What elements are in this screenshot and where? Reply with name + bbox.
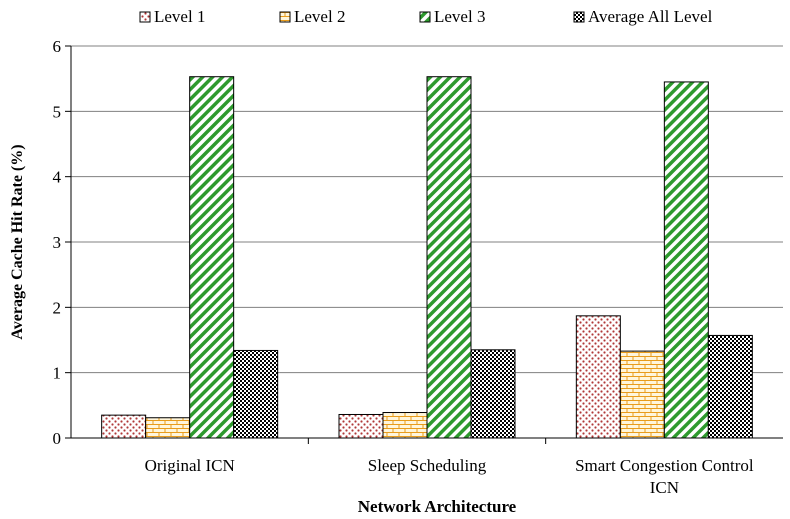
x-tick-label: Smart Congestion Control — [575, 456, 754, 475]
x-tick-label: ICN — [650, 478, 679, 497]
bar-level-2 — [145, 417, 191, 439]
legend-label: Level 1 — [154, 7, 205, 26]
bars — [101, 76, 753, 439]
legend-swatch — [279, 11, 291, 23]
x-axis-label: Network Architecture — [358, 497, 517, 516]
x-tick-label: Sleep Scheduling — [368, 456, 487, 475]
y-tick-label: 5 — [53, 102, 62, 121]
y-tick-label: 6 — [53, 37, 62, 56]
bar-level-1 — [338, 413, 384, 439]
bar-average-all-level — [470, 349, 516, 439]
y-axis-label: Average Cache Hit Rate (%) — [9, 144, 26, 339]
bar-level-3 — [663, 81, 709, 439]
x-tick-labels: Original ICN Sleep Scheduling Smart Conges… — [145, 438, 754, 497]
legend: Level 1 Level 2 Level 3 Average All Level — [139, 7, 713, 26]
bar-average-all-level — [707, 334, 753, 439]
legend-label: Level 3 — [434, 7, 485, 26]
legend-swatch — [139, 11, 151, 23]
legend-swatch — [573, 11, 585, 23]
bar-level-3 — [189, 76, 235, 439]
y-tick-label: 4 — [53, 168, 62, 187]
bar-level-2 — [619, 350, 665, 439]
bar-level-3 — [426, 76, 472, 439]
y-tick-label: 1 — [53, 364, 62, 383]
y-tick-label: 3 — [53, 233, 62, 252]
bar-average-all-level — [233, 349, 279, 439]
x-tick-label: Original ICN — [145, 456, 235, 475]
legend-label: Average All Level — [588, 7, 713, 26]
y-tick-labels: 0 1 2 3 4 5 6 — [53, 37, 71, 448]
y-tick-label: 2 — [53, 298, 62, 317]
y-tick-label: 0 — [53, 429, 62, 448]
legend-swatch — [419, 11, 431, 23]
bar-level-1 — [101, 414, 147, 439]
legend-label: Level 2 — [294, 7, 345, 26]
bar-level-2 — [382, 412, 428, 439]
bar-level-1 — [575, 315, 621, 439]
